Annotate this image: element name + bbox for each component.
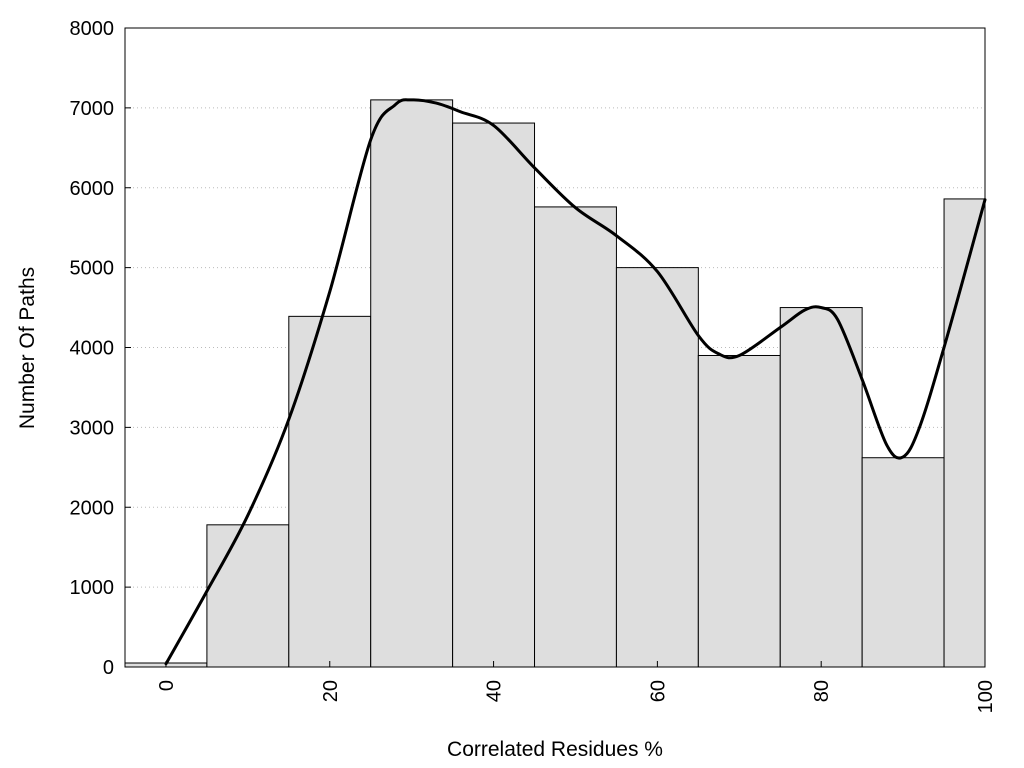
y-tick-label: 3000 [70, 417, 115, 439]
x-tick-label: 0 [156, 680, 178, 691]
histogram-bar [861, 457, 945, 668]
y-tick-label: 4000 [70, 338, 115, 360]
y-tick-label: 2000 [70, 497, 115, 519]
y-tick-label: 5000 [70, 258, 115, 280]
histogram-bar [697, 354, 781, 668]
y-axis-title: Number Of Paths [16, 267, 39, 429]
histogram-bar [452, 122, 536, 668]
y-tick-label: 7000 [70, 98, 115, 120]
y-tick-label: 0 [103, 657, 114, 679]
x-axis-title: Correlated Residues % [447, 738, 663, 761]
x-tick-label: 100 [975, 680, 997, 713]
histogram-bar [370, 99, 454, 668]
x-tick-label: 80 [811, 680, 833, 702]
y-tick-label: 1000 [70, 577, 115, 599]
y-tick-label: 6000 [70, 178, 115, 200]
histogram-bar [288, 315, 372, 668]
x-tick-label: 20 [320, 680, 342, 702]
x-axis-ticks: 0 20 40 60 80 100 [156, 661, 997, 713]
x-tick-label: 40 [484, 680, 506, 702]
histogram-bar [779, 307, 863, 668]
histogram-bar [615, 267, 699, 668]
x-tick-label: 60 [647, 680, 669, 702]
histogram-bar [206, 524, 290, 668]
histogram-bar [534, 206, 617, 668]
density-curve [164, 98, 987, 666]
y-tick-label: 8000 [70, 18, 115, 40]
y-axis-ticks: 0 1000 2000 3000 4000 5000 6000 7000 8000 [70, 18, 131, 679]
histogram-bars [124, 99, 986, 668]
